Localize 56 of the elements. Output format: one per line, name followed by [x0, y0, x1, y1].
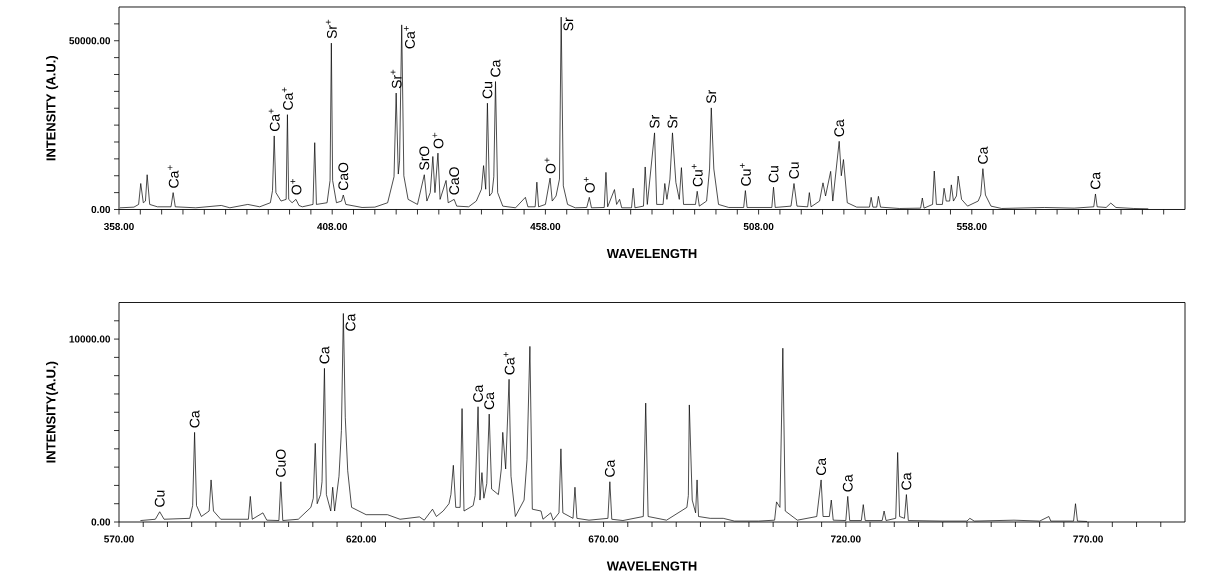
annotation: Ca [1090, 171, 1101, 190]
annotation: Sr [706, 89, 717, 104]
annotation: CaO [449, 167, 460, 195]
x-tick-label: 770.00 [1073, 535, 1103, 543]
annotation: Ca [490, 59, 501, 77]
annotation: Cu$^{+}$ [691, 164, 703, 187]
annotation: Sr$^{+}$ [325, 19, 337, 39]
annotation: Ca$^{+}$ [503, 352, 515, 375]
annotation: Cu [482, 82, 493, 99]
annotation: Ca$^{+}$ [268, 108, 280, 132]
x-tick-label: 570.00 [104, 535, 134, 543]
annotation: Ca [345, 313, 356, 331]
annotation: CuO [275, 449, 286, 477]
x-tick-label: 508.00 [743, 223, 774, 231]
annotation: Cu [789, 162, 799, 179]
x-tick-label: 558.00 [956, 223, 987, 231]
annotation: Ca$^{+}$ [281, 87, 293, 110]
y-tick-label: 10000.00 [69, 335, 111, 343]
y-tick-label: 50000.00 [69, 37, 111, 45]
x-tick-label: 358.00 [104, 223, 134, 231]
annotation: Ca [473, 384, 483, 402]
y-axis-title: INTENSITY(A.U.) [46, 361, 59, 463]
annotation: Ca [842, 474, 853, 492]
annotation: O$^{+}$ [544, 157, 556, 174]
x-tick-label: 620.00 [346, 535, 377, 543]
x-axis-title: WAVELENGTH [606, 248, 697, 259]
x-tick-label: 458.00 [530, 223, 561, 231]
x-tick-label: 408.00 [317, 223, 348, 231]
annotation: Ca [604, 459, 615, 477]
annotation: Ca [484, 392, 495, 410]
annotation: SrO [419, 146, 430, 170]
annotation: Ca [816, 457, 827, 476]
y-tick-label: 0.00 [91, 205, 111, 214]
y-tick-label: 0.00 [91, 518, 111, 526]
annotation: Sr [563, 17, 574, 31]
annotation: Sr$^{+}$ [390, 69, 402, 89]
y-axis-title: INTENSITY (A.U.) [46, 56, 59, 161]
x-tick-label: 720.00 [831, 535, 861, 543]
annotation: Ca [977, 146, 988, 164]
annotation: Sr [667, 114, 678, 129]
annotation: Ca [834, 119, 845, 137]
annotation: CaO [338, 162, 349, 191]
x-axis-title: WAVELENGTH [606, 561, 697, 571]
annotation: Cu [768, 166, 779, 183]
annotation: Ca [901, 472, 912, 490]
annotation: O$^{+}$ [432, 132, 444, 149]
annotation: Cu$^{+}$ [739, 163, 751, 186]
annotation: Cu [154, 490, 165, 507]
annotation: Ca$^{+}$ [167, 165, 179, 188]
x-tick-label: 670.00 [588, 535, 619, 543]
annotation: Ca [319, 346, 330, 364]
annotation: O$^{+}$ [290, 179, 302, 195]
annotation: Ca$^{+}$ [403, 26, 415, 49]
annotation: Ca [189, 410, 200, 428]
annotation: O$^{+}$ [583, 177, 595, 193]
annotation: Sr [649, 114, 660, 129]
